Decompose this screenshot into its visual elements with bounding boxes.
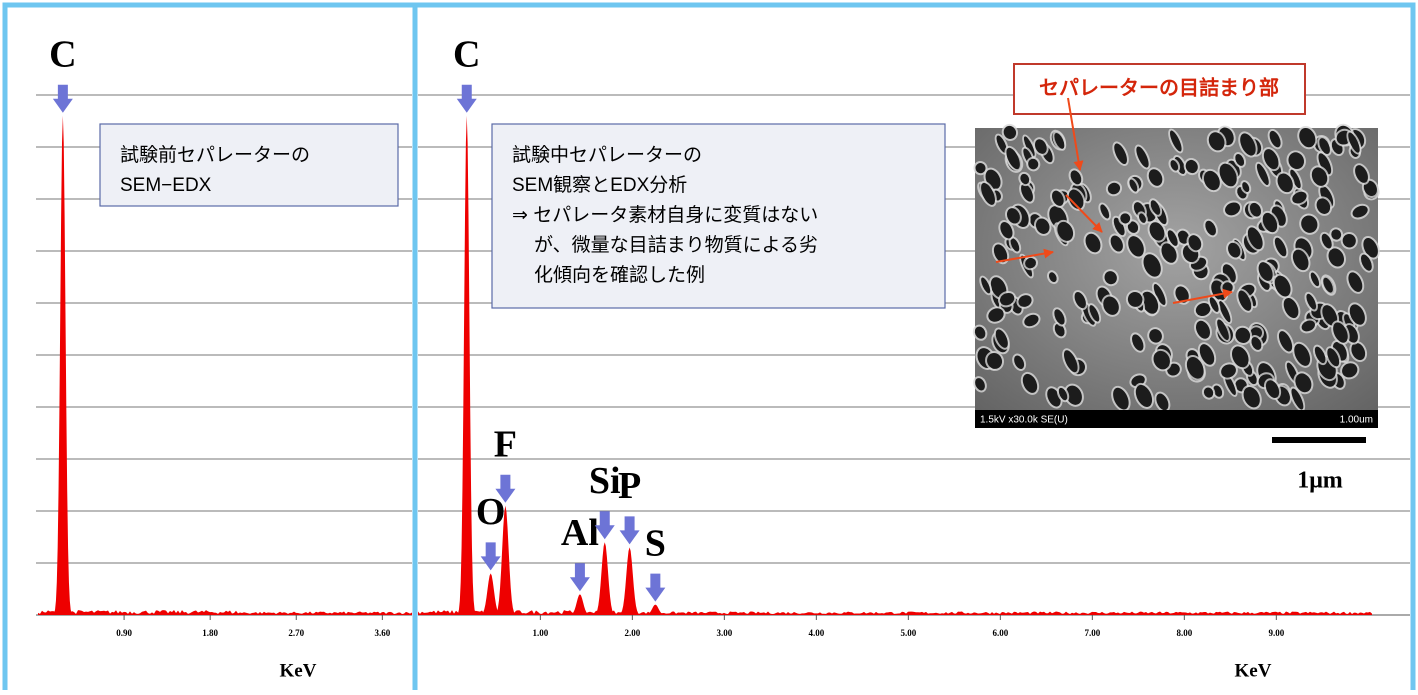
x-tick-label: 9.00 [1268, 628, 1284, 638]
peak-label: C [49, 34, 76, 76]
peak-label: P [618, 465, 641, 507]
peak-label: C [453, 34, 480, 76]
note-text: SEM観察とEDX分析 [512, 174, 687, 196]
peak-label: O [476, 491, 506, 533]
note-text: 試験前セパレーターの [120, 144, 310, 166]
x-tick-label: 6.00 [992, 628, 1008, 638]
peak-label: S [645, 522, 666, 564]
sem-info: 1.5kV x30.0k SE(U) [980, 415, 1068, 426]
callout: セパレーターの目詰まり部 [1039, 75, 1279, 99]
note-text: ⇒ セパレータ素材自身に変質はない [512, 204, 818, 226]
x-tick-label: 2.00 [624, 628, 640, 638]
note-text: 化傾向を確認した例 [534, 264, 705, 286]
note-text: SEM−EDX [120, 175, 212, 196]
sem-scale: 1.00um [1340, 415, 1373, 426]
peak-label: Si [589, 460, 621, 502]
x-tick-label: 5.00 [900, 628, 916, 638]
x-tick-label: 4.00 [808, 628, 824, 638]
note-text: が、微量な目詰まり物質による劣 [534, 234, 818, 256]
figure: 0.90 1.80 2.70 3.60 C KeV 試験前セパレーターの SEM−EDX 1.0… [0, 0, 1418, 690]
x-tick-label: 2.70 [288, 628, 304, 638]
peak-label: F [494, 424, 517, 466]
note-text: 試験中セパレーターの [512, 144, 702, 166]
scale-label: 1μm [1297, 468, 1343, 494]
x-tick-label: 3.00 [716, 628, 732, 638]
x-tick-label: 3.60 [374, 628, 390, 638]
x-tick-label: 7.00 [1084, 628, 1100, 638]
x-axis-label: KeV [1235, 660, 1272, 681]
x-tick-label: 0.90 [116, 628, 132, 638]
peak-label: Al [561, 512, 599, 554]
x-tick-label: 1.80 [202, 628, 218, 638]
x-tick-label: 1.00 [532, 628, 548, 638]
x-tick-label: 8.00 [1176, 628, 1192, 638]
x-axis-label: KeV [280, 660, 317, 681]
